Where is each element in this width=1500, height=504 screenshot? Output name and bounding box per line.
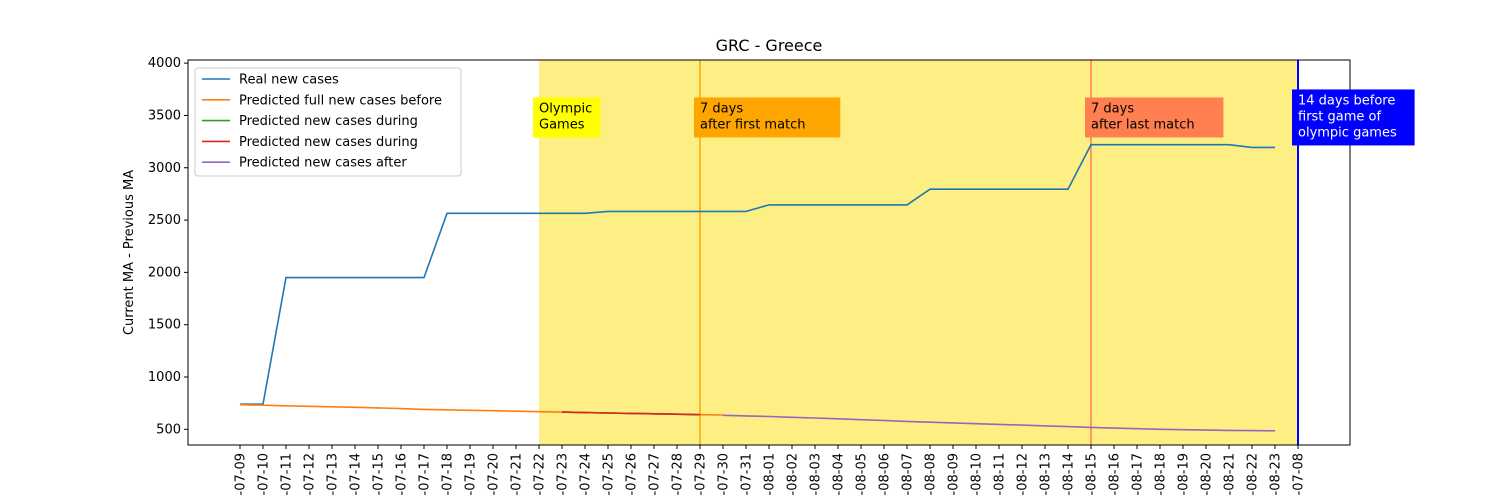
x-tick-label-30: -08-08 [924, 453, 939, 495]
x-tick-label-29: -08-07 [901, 453, 916, 495]
vline-label-2-text-0: 14 days before [1298, 93, 1395, 108]
x-tick-label-44: -08-22 [1246, 453, 1261, 495]
x-tick-label-34: -08-12 [1016, 453, 1031, 495]
x-tick-label-12: -07-21 [510, 453, 525, 495]
x-tick-label-23: -08-01 [763, 453, 778, 495]
x-tick-label-45: -08-23 [1269, 453, 1284, 495]
x-tick-label-11: -07-20 [487, 453, 502, 495]
x-tick-label-16: -07-25 [602, 453, 617, 495]
vline-label-1-text-1: after last match [1091, 117, 1195, 132]
x-tick-label-28: -08-06 [878, 453, 893, 495]
vline-label-0-text-0: 7 days [700, 101, 743, 116]
x-tick-label-40: -08-18 [1154, 453, 1169, 495]
annotation-0-text-1: Games [539, 117, 585, 132]
legend-label-0: Real new cases [239, 73, 339, 88]
x-tick-label-19: -07-28 [671, 453, 686, 495]
y-axis: 500 1000 1500 2000 2500 3000 3500 4000 [148, 56, 188, 437]
x-tick-label-10: -07-19 [464, 453, 479, 495]
legend-label-1: Predicted full new cases before [239, 93, 442, 108]
y-tick-label-2: 1500 [148, 318, 181, 333]
series-layer [239, 143, 1276, 432]
x-tick-label-37: -08-15 [1085, 453, 1100, 495]
series-line-3 [561, 411, 701, 416]
y-tick-label-6: 3500 [148, 108, 181, 123]
y-tick-label-0: 500 [156, 422, 181, 437]
x-tick-label-6: -07-15 [372, 453, 387, 495]
vline-label-0-text-1: after first match [700, 117, 806, 132]
x-tick-label-39: -08-17 [1131, 453, 1146, 495]
series-line-0 [240, 143, 1275, 406]
vline-label-0-bg [694, 97, 841, 138]
vline-label-1-bg [1085, 97, 1224, 138]
x-tick-label-36: -08-14 [1062, 453, 1077, 495]
y-tick-label-4: 2500 [148, 213, 181, 228]
x-tick-label-43: -08-21 [1223, 453, 1238, 495]
legend-label-2: Predicted new cases during [239, 114, 418, 129]
x-tick-label-9: -07-18 [441, 453, 456, 495]
x-tick-label-32: -08-10 [970, 453, 985, 495]
x-tick-label-13: -07-22 [533, 453, 548, 495]
x-tick-label-46: -07-08 [1292, 453, 1307, 495]
chart-title: GRC - Greece [716, 36, 823, 55]
y-tick-label-5: 3000 [148, 161, 181, 176]
x-tick-label-8: -07-17 [418, 453, 433, 495]
x-axis: -07-09 -07-10 -07-11 -07-12 -07-13 -07-14 -07-… [234, 445, 1307, 495]
x-tick-label-3: -07-12 [303, 453, 318, 495]
x-tick-label-27: -08-05 [855, 453, 870, 495]
x-tick-label-14: -07-23 [556, 453, 571, 495]
y-tick-label-7: 4000 [148, 56, 181, 71]
x-tick-label-5: -07-14 [349, 453, 364, 495]
annotation-0-text-0: Olympic [539, 101, 592, 116]
x-tick-label-20: -07-29 [694, 453, 709, 495]
x-tick-label-41: -08-19 [1177, 453, 1192, 495]
x-tick-label-42: -08-20 [1200, 453, 1215, 495]
x-tick-label-26: -08-04 [832, 453, 847, 495]
x-tick-label-7: -07-16 [395, 453, 410, 495]
vline-label-2-text-2: olympic games [1298, 125, 1397, 140]
y-tick-label-1: 1000 [148, 370, 181, 385]
x-tick-label-25: -08-03 [809, 453, 824, 495]
legend-label-3: Predicted new cases during [239, 135, 418, 150]
series-line-4 [722, 414, 1276, 432]
x-tick-label-0: -07-09 [234, 453, 249, 495]
legend-box [194, 67, 462, 177]
y-axis-label: Current MA - Previous MA [122, 170, 137, 335]
x-tick-label-1: -07-10 [257, 453, 272, 495]
x-tick-label-24: -08-02 [786, 453, 801, 495]
x-tick-label-15: -07-24 [579, 453, 594, 495]
annotation-0-bg [533, 97, 601, 138]
vline-label-2-text-1: first game of [1298, 109, 1382, 124]
vline-label-2-bg [1292, 89, 1415, 146]
x-tick-label-17: -07-26 [625, 453, 640, 495]
vline-label-1-text-0: 7 days [1091, 101, 1134, 116]
x-tick-label-18: -07-27 [648, 453, 663, 495]
x-tick-label-22: -07-31 [740, 453, 755, 495]
legend: Real new cases Predicted full new cases b… [194, 67, 462, 177]
x-tick-label-2: -07-11 [280, 453, 295, 495]
x-tick-label-38: -08-16 [1108, 453, 1123, 495]
y-tick-label-3: 2000 [148, 265, 181, 280]
x-tick-label-35: -08-13 [1039, 453, 1054, 495]
x-tick-label-31: -08-09 [947, 453, 962, 495]
x-tick-label-21: -07-30 [717, 453, 732, 495]
x-tick-label-33: -08-11 [993, 453, 1008, 495]
legend-label-4: Predicted new cases after [239, 156, 407, 171]
x-tick-label-4: -07-13 [326, 453, 341, 495]
